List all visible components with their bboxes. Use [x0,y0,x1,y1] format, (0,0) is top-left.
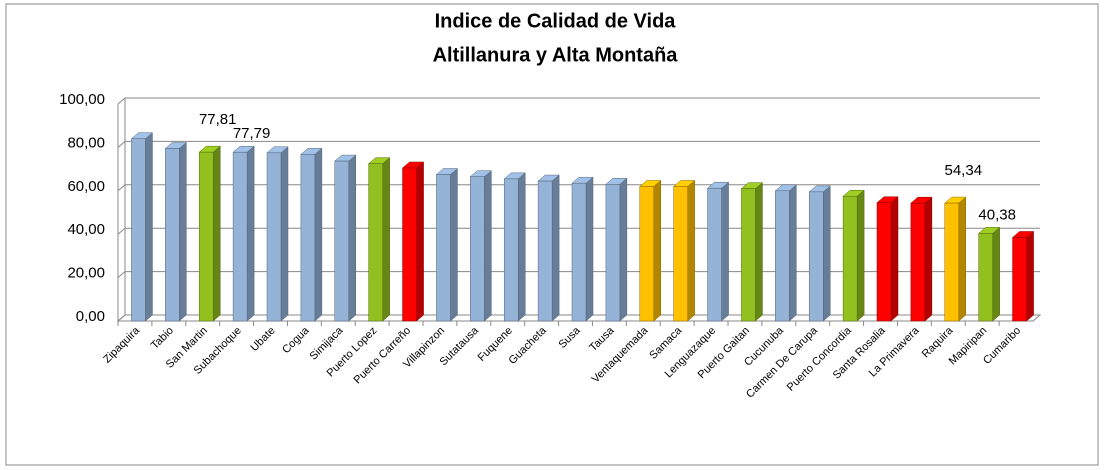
bar [944,202,960,322]
bar-side [145,132,153,322]
bar [707,187,722,322]
data-label: 54,34 [945,162,983,179]
bar [368,163,383,322]
bar-side [484,170,492,322]
bar-side [653,179,662,322]
bar-side [314,147,323,322]
bar-side [551,174,560,322]
data-label: 77,79 [233,125,271,142]
bar [605,184,621,322]
bar [910,202,926,322]
grid-line [117,140,1040,148]
grid-line [117,227,1040,235]
bar-side [1026,230,1034,322]
bar-side [179,141,187,322]
bar-side [958,196,967,322]
bar [436,174,451,322]
bar [300,154,316,322]
grid-line [117,314,1040,322]
bar-side [382,157,390,322]
bar-side [687,179,695,322]
data-label: 40,38 [978,206,1016,223]
bar-side [585,176,594,322]
bar [1012,237,1027,322]
bar [673,186,688,322]
bar [165,148,180,322]
bar [876,202,892,322]
bar-side [924,196,933,322]
bar [266,152,282,322]
bar-side [619,177,628,322]
y-tick-label: 100,00 [59,91,105,108]
y-tick-label: 60,00 [67,178,105,195]
bar-side [450,167,458,322]
grid-line [117,97,1040,105]
bar [537,180,553,322]
y-tick-label: 0,00 [76,308,105,325]
bar-side [280,146,289,322]
bar [470,176,485,322]
bar [741,188,756,322]
bar [842,195,858,322]
data-label: 77,81 [199,111,237,128]
y-tick-label: 80,00 [67,134,105,151]
grid-line [117,271,1040,278]
bar-side [856,189,865,322]
bar [639,186,655,322]
bar [402,167,417,322]
bar-side [246,145,255,322]
bar [198,151,214,322]
bar-side [789,184,797,322]
bar [571,182,587,322]
bar-side [755,182,763,322]
bar-side [992,226,1000,322]
bar [503,178,519,322]
bar-side [517,172,526,322]
bar-side [348,154,357,322]
bar [334,160,350,322]
bar-side [721,181,729,322]
bar-side [416,161,424,322]
chart-title: Indice de Calidad de Vida [435,10,677,32]
chart-subtitle: Altillanura y Alta Montaña [433,44,679,66]
bar [232,151,248,322]
bar [131,138,146,322]
bar-side [890,196,899,322]
bar-side [822,185,831,322]
bar [775,190,790,322]
y-tick-label: 20,00 [67,265,105,282]
y-tick-label: 40,00 [67,221,105,238]
bar [978,233,993,322]
bar-side [212,145,221,322]
grid-line [117,184,1040,192]
bar [808,191,824,322]
